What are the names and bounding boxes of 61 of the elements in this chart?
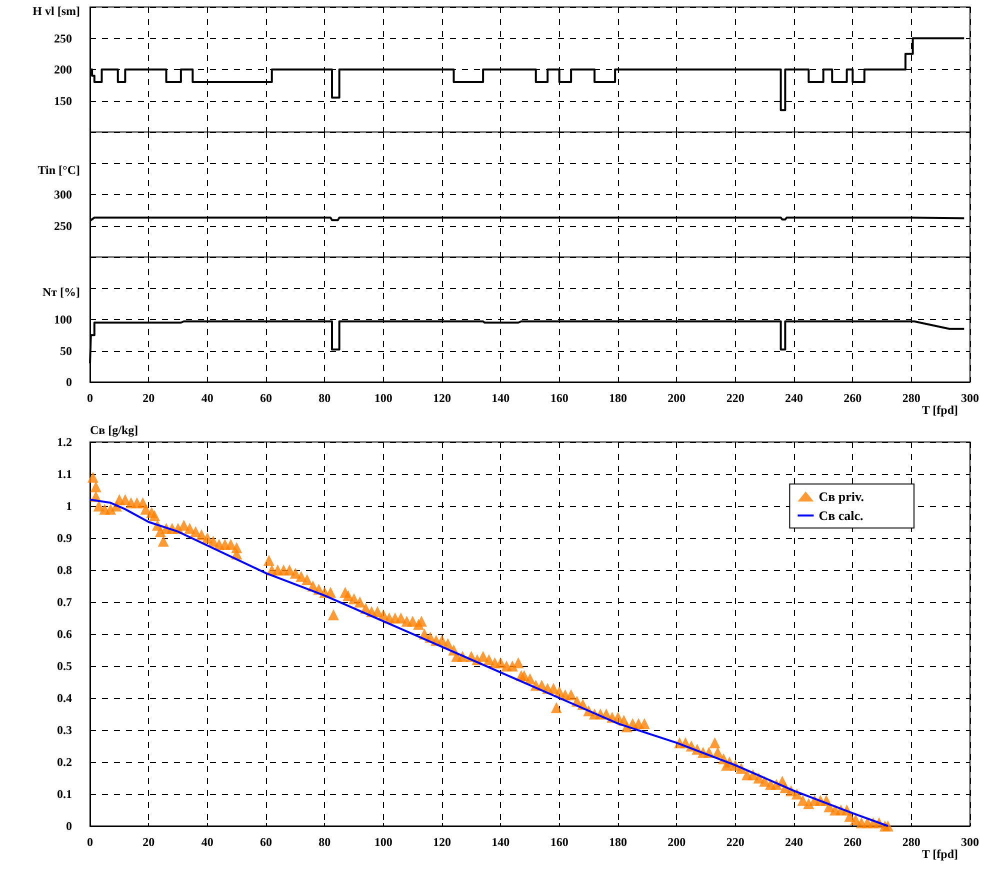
y-tick-label: 1.1 xyxy=(57,467,72,481)
y-tick-label: 300 xyxy=(54,188,72,202)
x-tick-label: 220 xyxy=(726,391,744,405)
x-tick-label: 180 xyxy=(609,391,627,405)
y-tick-label: 250 xyxy=(54,218,72,233)
y-tick-label: 0 xyxy=(66,819,72,833)
x-axis-title: T [fpd] xyxy=(922,847,958,861)
y-tick-label: 0 xyxy=(66,375,72,389)
y-tick-label: 0.4 xyxy=(57,691,72,705)
y-tick-label: 1.2 xyxy=(57,435,72,449)
y-tick-label: 100 xyxy=(54,312,72,326)
y-tick-label: 0.1 xyxy=(57,787,72,801)
x-tick-label: 20 xyxy=(142,835,155,849)
x-tick-label: 100 xyxy=(374,391,392,405)
y-tick-label: 0.2 xyxy=(57,755,72,769)
x-tick-label: 0 xyxy=(87,391,93,405)
x-tick-label: 300 xyxy=(961,835,979,849)
x-tick-label: 200 xyxy=(668,835,686,849)
y-tick-label: 0.8 xyxy=(57,563,72,577)
x-tick-label: 20 xyxy=(142,391,155,405)
x-tick-label: 140 xyxy=(492,835,510,849)
y-tick-label: 1 xyxy=(66,499,72,513)
x-tick-label: 60 xyxy=(260,391,272,405)
y-tick-label: 0.5 xyxy=(57,659,72,673)
y-tick-label: 250 xyxy=(54,31,72,46)
y-tick-label: 0.3 xyxy=(57,723,72,737)
y-axis-title: Cв [g/kg] xyxy=(90,423,138,437)
x-tick-label: 280 xyxy=(902,835,920,849)
x-tick-label: 280 xyxy=(902,391,920,405)
x-tick-label: 80 xyxy=(318,391,331,405)
x-axis-title: T [fpd] xyxy=(922,403,958,417)
x-tick-label: 160 xyxy=(550,391,568,405)
legend-label: Cв calc. xyxy=(818,508,864,523)
y-tick-label: 0.9 xyxy=(57,531,72,545)
x-tick-label: 200 xyxy=(668,391,686,405)
x-tick-label: 0 xyxy=(87,835,93,849)
y-axis-title: Tin [°C] xyxy=(38,163,80,177)
x-tick-label: 220 xyxy=(726,835,744,849)
x-tick-label: 120 xyxy=(433,391,451,405)
y-tick-label: 200 xyxy=(54,62,72,76)
y-tick-label: 0.7 xyxy=(57,595,72,609)
x-tick-label: 240 xyxy=(785,835,803,849)
x-tick-label: 100 xyxy=(374,835,392,849)
x-tick-label: 260 xyxy=(844,835,862,849)
x-tick-label: 120 xyxy=(433,835,451,849)
y-tick-label: 150 xyxy=(54,94,72,108)
y-axis-title: Nт [%] xyxy=(42,285,80,299)
x-tick-label: 40 xyxy=(201,835,214,849)
x-tick-label: 80 xyxy=(318,835,331,849)
y-tick-label: 0.6 xyxy=(57,627,72,641)
x-tick-label: 260 xyxy=(844,391,862,405)
y-axis-title: H vl [sm] xyxy=(32,4,80,18)
x-tick-label: 300 xyxy=(961,391,979,405)
x-tick-label: 140 xyxy=(492,391,510,405)
x-tick-label: 60 xyxy=(260,835,272,849)
y-tick-label: 50 xyxy=(60,344,72,358)
x-tick-label: 160 xyxy=(550,835,568,849)
x-tick-label: 180 xyxy=(609,835,627,849)
legend-label: Cв priv. xyxy=(818,489,864,504)
x-tick-label: 40 xyxy=(201,391,214,405)
x-tick-label: 240 xyxy=(785,391,803,405)
